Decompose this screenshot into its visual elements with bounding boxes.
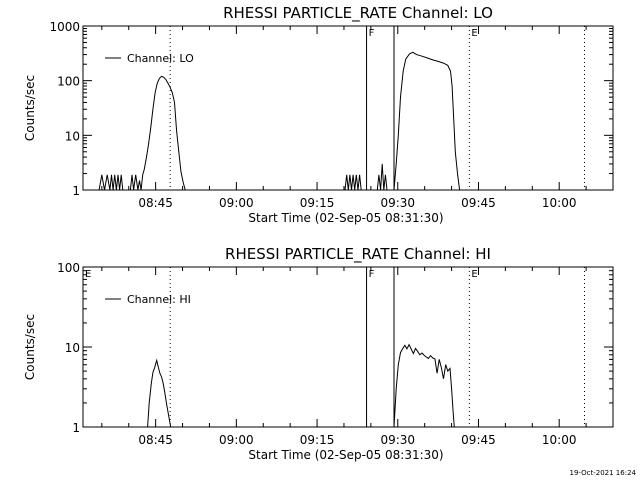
legend-label: Channel: HI [127,293,191,306]
chart-title: RHESSI PARTICLE_RATE Channel: LO [223,4,493,23]
x-tick-label: 10:00 [542,433,577,447]
x-tick-label: 09:15 [300,433,335,447]
x-tick-label: 09:30 [380,433,415,447]
series-line [129,75,186,191]
flag-label: F [369,269,375,280]
series-line [393,51,461,191]
x-tick-label: 09:45 [461,433,496,447]
series-line [98,174,124,191]
series-line [376,163,388,191]
y-axis-ticks [83,25,613,191]
plot-frame [82,266,614,428]
corner-flag-label: E [85,269,91,280]
plot-frame [82,25,614,191]
x-tick-label: 08:45 [138,196,173,210]
x-axis-label: Start Time (02-Sep-05 08:31:30) [248,448,443,462]
y-tick-label: 1 [72,184,80,198]
y-tick-label: 1000 [49,20,80,34]
x-tick-label: 09:15 [300,196,335,210]
y-tick-label: 10 [65,341,80,355]
flag-label: F [369,28,375,39]
y-tick-label: 100 [57,75,80,89]
y-axis-label: Counts/sec [23,75,37,141]
chart-panel-lo: RHESSI PARTICLE_RATE Channel: LO 08:45 09:… [23,4,614,225]
generation-timestamp: 19-Oct-2021 16:24 [570,469,637,477]
y-tick-label: 10 [65,129,80,143]
x-axis-ticks [101,267,614,427]
x-tick-label: 09:00 [219,433,254,447]
series-line [344,174,362,191]
x-axis-label: Start Time (02-Sep-05 08:31:30) [248,211,443,225]
y-tick-label: 100 [57,261,80,275]
x-tick-label: 08:45 [138,433,173,447]
x-tick-label: 09:00 [219,196,254,210]
y-tick-label: 1 [72,421,80,435]
chart-title: RHESSI PARTICLE_RATE Channel: HI [225,245,491,264]
eclipse-flag-label: E [471,269,477,280]
x-tick-label: 09:30 [380,196,415,210]
legend-label: Channel: LO [127,52,194,65]
x-tick-label: 10:00 [542,196,577,210]
series-line [147,358,172,428]
chart-panel-hi: RHESSI PARTICLE_RATE Channel: HI 08:45 09:… [23,245,614,462]
eclipse-flag-label: E [471,28,477,39]
series-line [393,343,455,428]
x-tick-label: 09:45 [461,196,496,210]
y-axis-ticks [83,266,613,428]
y-axis-label: Counts/sec [23,314,37,380]
x-axis-ticks [101,26,614,190]
